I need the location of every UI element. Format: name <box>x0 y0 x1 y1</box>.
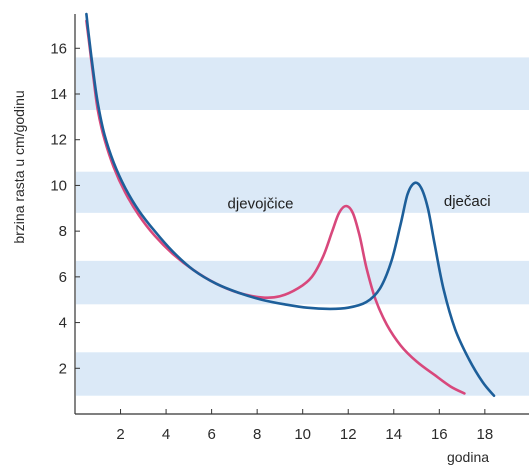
x-tick-label: 10 <box>294 426 311 443</box>
x-tick-label: 2 <box>116 426 124 443</box>
x-tick-label: 18 <box>477 426 494 443</box>
y-tick-label: 12 <box>50 132 67 149</box>
axes <box>74 14 529 415</box>
y-tick-label: 14 <box>50 86 67 103</box>
x-tick-label: 12 <box>340 426 357 443</box>
tick-labels: 2 4 6 8 10 12 14 16 18 2 4 6 8 10 12 14 16 <box>50 40 493 443</box>
x-axis-label: godina <box>447 449 489 465</box>
series-line-dje-aci <box>85 12 496 397</box>
series-line-djevoj-ice <box>85 19 466 395</box>
y-tick-label: 4 <box>59 315 67 332</box>
y-tick-label: 6 <box>59 269 67 286</box>
y-tick-label: 16 <box>50 40 67 57</box>
band-2 <box>76 171 529 213</box>
x-tick-label: 8 <box>253 426 261 443</box>
y-tick-label: 8 <box>59 223 67 240</box>
x-tick-label: 6 <box>207 426 215 443</box>
y-axis-label: brzina rasta u cm/godinu <box>11 90 27 243</box>
series-lines <box>85 12 496 397</box>
x-tick-label: 16 <box>431 426 448 443</box>
series-annotation-0: djevojčice <box>228 195 294 212</box>
x-tick-label: 4 <box>162 426 170 443</box>
y-tick-label: 2 <box>59 360 67 377</box>
background-bands <box>76 57 529 396</box>
annotations: djevojčice dječaci <box>228 193 491 212</box>
band-3 <box>76 57 529 110</box>
x-tick-label: 14 <box>385 426 402 443</box>
y-tick-label: 10 <box>50 177 67 194</box>
series-annotation-1: dječaci <box>444 193 491 210</box>
band-0 <box>76 352 529 396</box>
band-1 <box>76 260 529 305</box>
